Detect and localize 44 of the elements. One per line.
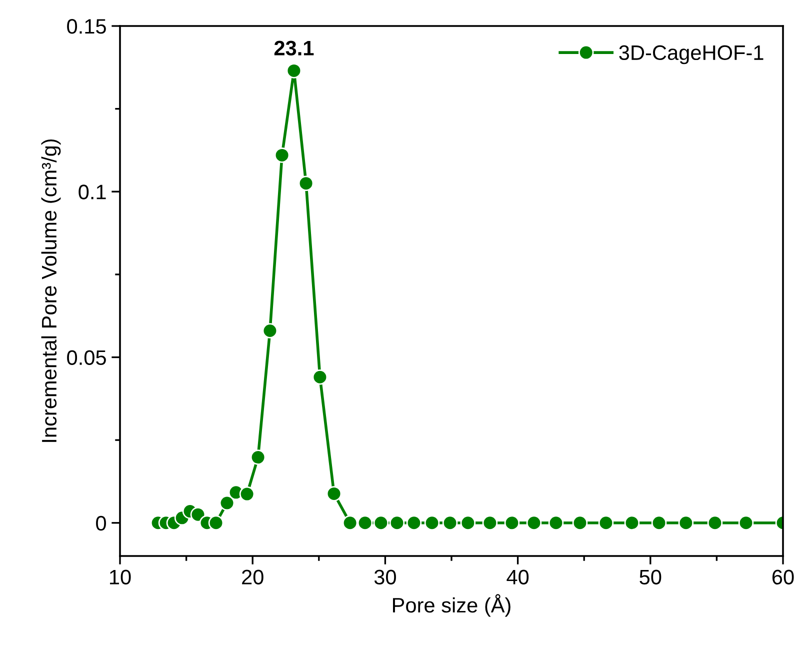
y-tick-label: 0.1 bbox=[78, 184, 106, 200]
y-tick-label: 0.15 bbox=[67, 19, 106, 34]
point bbox=[274, 148, 290, 163]
legend-label: 3D-CageHOF-1 bbox=[619, 45, 764, 64]
point bbox=[373, 515, 389, 531]
point bbox=[678, 515, 694, 531]
point bbox=[326, 486, 342, 502]
point bbox=[208, 515, 224, 531]
point bbox=[298, 176, 314, 191]
point bbox=[504, 515, 520, 531]
point bbox=[357, 515, 373, 531]
annotation: 23.1 bbox=[274, 40, 314, 56]
y-tick-label: 0 bbox=[96, 516, 106, 531]
x-tick-label: 50 bbox=[640, 570, 662, 584]
point bbox=[342, 515, 358, 531]
point bbox=[406, 515, 422, 531]
x-tick-label: 20 bbox=[242, 570, 264, 584]
point bbox=[442, 515, 458, 531]
point bbox=[190, 506, 206, 522]
x-tick-label: 60 bbox=[772, 570, 794, 584]
x-tick-label: 30 bbox=[374, 570, 396, 584]
point bbox=[482, 515, 498, 531]
point bbox=[707, 515, 723, 531]
point bbox=[250, 450, 266, 465]
y-tick-label: 0.05 bbox=[67, 350, 106, 366]
point bbox=[262, 323, 278, 338]
y-axis-title: Incremental Pore Volume (cm³/g) bbox=[41, 139, 61, 442]
point bbox=[389, 515, 405, 531]
point bbox=[526, 515, 542, 531]
x-tick-label: 10 bbox=[110, 570, 131, 584]
point bbox=[651, 515, 667, 531]
point bbox=[219, 495, 235, 511]
point bbox=[460, 515, 476, 531]
x-tick-label: 40 bbox=[506, 570, 529, 584]
point bbox=[548, 515, 564, 531]
point bbox=[286, 63, 302, 78]
point bbox=[312, 369, 328, 385]
x-axis-title: Pore size (Å) bbox=[393, 594, 510, 617]
point bbox=[424, 515, 440, 531]
point bbox=[572, 515, 588, 531]
point bbox=[624, 515, 640, 531]
point bbox=[598, 515, 614, 531]
point bbox=[738, 515, 754, 531]
point bbox=[239, 486, 255, 502]
